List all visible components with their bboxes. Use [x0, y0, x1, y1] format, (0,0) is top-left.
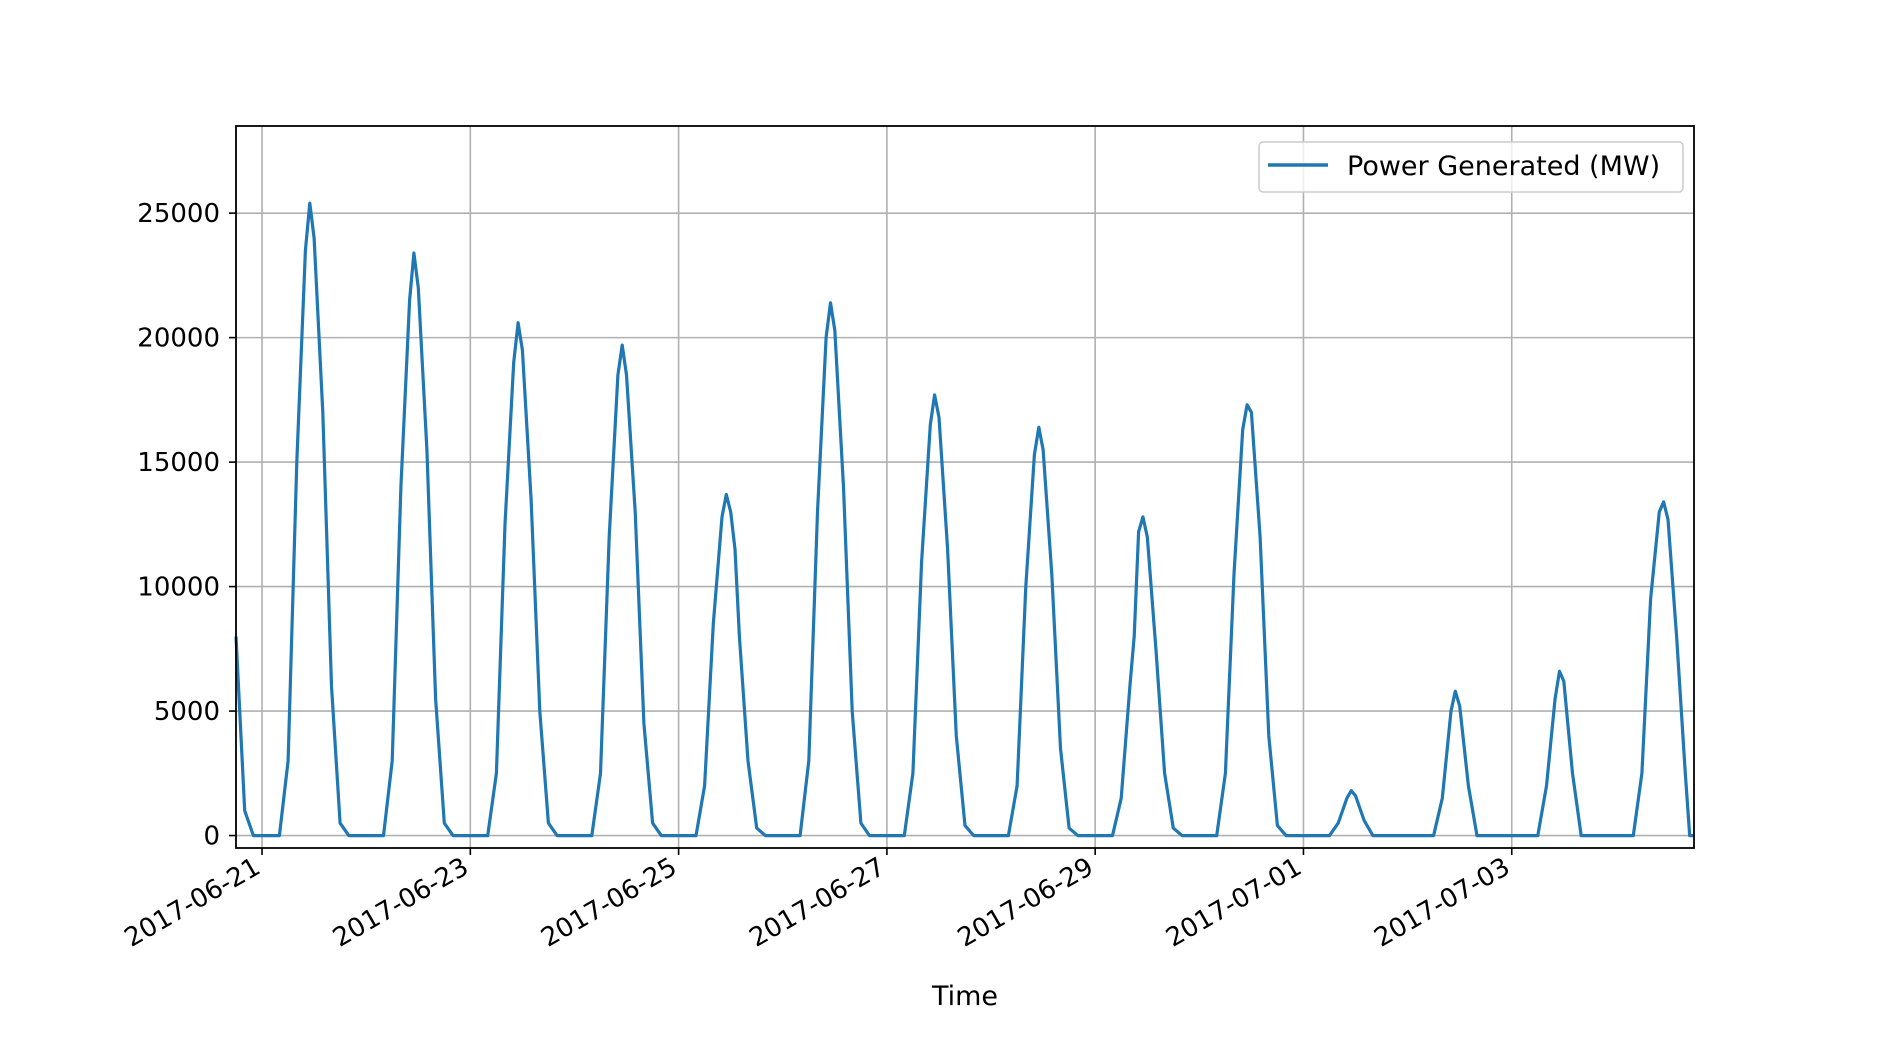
y-tick-label: 20000 [137, 324, 220, 354]
grid [236, 126, 1694, 848]
series-line-power-generated [234, 201, 1694, 838]
series-layer [234, 201, 1694, 838]
y-tick-label: 10000 [137, 573, 220, 603]
y-tick-label: 0 [203, 822, 220, 852]
legend: Power Generated (MW) [1258, 141, 1684, 193]
legend-box [1258, 141, 1684, 193]
x-axis-label: Time [931, 981, 998, 1012]
y-tick-label: 5000 [154, 697, 220, 727]
y-tick-label: 25000 [137, 199, 220, 229]
y-tick-label: 15000 [137, 448, 220, 478]
plot-frame [235, 125, 1695, 849]
legend-entry-power-generated: Power Generated (MW) [1347, 151, 1660, 182]
